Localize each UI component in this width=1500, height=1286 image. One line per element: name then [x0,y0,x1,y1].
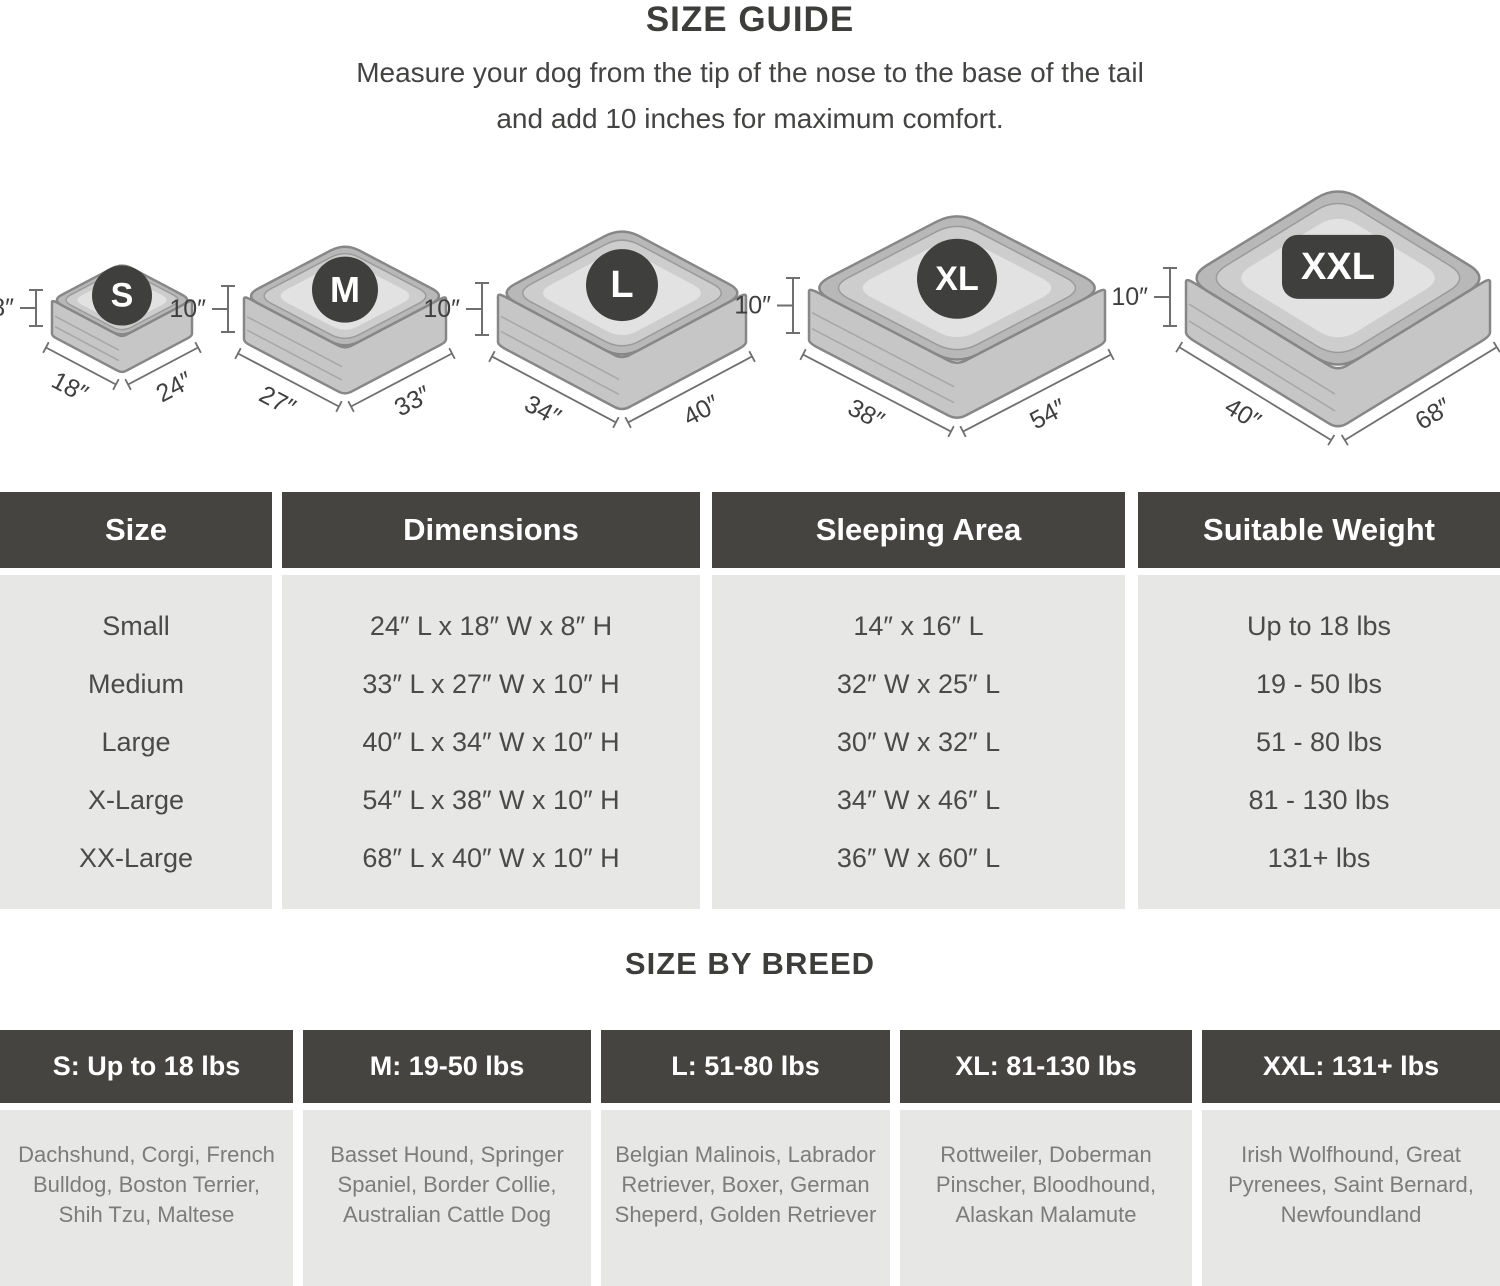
bed-xxl: 10″40″ 68″XXL [1111,190,1500,446]
size-table-cell: 34″ W x 46″ L [836,784,1001,815]
size-table-cell: 51 - 80 lbs [1255,726,1383,757]
bed-size-badge: M [330,269,360,310]
size-table-column: Small Medium Large X-Large XX-Large [0,575,272,909]
breed-list: Dachshund, Corgi, French Bulldog, Boston… [0,1110,293,1286]
breed-list: Rottweiler, Doberman Pinscher, Bloodhoun… [900,1110,1192,1286]
size-table-cell: 32″ W x 25″ L [836,668,1001,699]
size-table-cell: 131+ lbs [1267,842,1371,873]
size-table-cell: 54″ L x 38″ W x 10″ H [362,784,620,815]
size-table-column: Up to 18 lbs 19 - 50 lbs 51 - 80 lbs 81 - 1… [1138,575,1500,909]
bed-height-label: 10″ [1111,283,1148,311]
size-table-header: Suitable Weight [1138,492,1500,568]
size-table-cell: 33″ L x 27″ W x 10″ H [362,668,620,699]
bed-height-label: 10″ [423,295,460,323]
bed-l: 10″34″ 40″L [423,230,756,432]
bed-size-badge: XXL [1301,246,1375,288]
size-table-cell: 36″ W x 60″ L [836,842,1001,873]
bed-size-diagram: 8″18″24″S10″27″33″M10″34″40″L10″38″54″XL… [0,190,1500,446]
bed-height-label: 8″ [0,294,14,322]
breed-table-header: XXL: 131+ lbs [1202,1030,1500,1103]
size-table-cell: Large [101,726,171,757]
size-table-cell: Medium [87,668,185,699]
size-table-cell: 30″ W x 32″ L [836,726,1001,757]
bed-size-badge: L [610,264,633,306]
bed-height-label: 10″ [734,292,771,320]
breed-table-header: S: Up to 18 lbs [0,1030,293,1103]
breed-list: Irish Wolfhound, Great Pyrenees, Saint B… [1202,1110,1500,1286]
breed-list: Basset Hound, Springer Spaniel, Border C… [303,1110,591,1286]
page-title: SIZE GUIDE [645,0,855,39]
size-table-cell: 14″ x 16″ L [853,610,984,641]
size-table-cell: 81 - 130 lbs [1248,784,1390,815]
breed-section-title: SIZE BY BREED [624,946,876,981]
size-table-cell: X-Large [87,784,185,815]
size-table-header: Sleeping Area [712,492,1125,568]
bed-size-badge: S [111,277,134,315]
bed-size-badge: XL [935,260,978,298]
subtitle-line-2: and add 10 inches for maximum comfort. [496,103,1004,134]
size-table-column: 14″ x 16″ L 32″ W x 25″ L 30″ W x 32″ L 34″… [712,575,1125,909]
size-table-cell: 40″ L x 34″ W x 10″ H [362,726,620,757]
size-table-cell: Up to 18 lbs [1246,610,1392,641]
bed-xl: 10″38″ 54″XL [734,215,1115,438]
size-table-header: Size [0,492,272,568]
size-table-cell: 24″ L x 18″ W x 8″ H [369,610,613,641]
size-table-cell: 19 - 50 lbs [1255,668,1383,699]
subtitle-line-1: Measure your dog from the tip of the nos… [356,57,1144,88]
size-table-header: Dimensions [282,492,700,568]
size-table-cell: XX-Large [78,842,194,873]
breed-table-header: M: 19-50 lbs [303,1030,591,1103]
size-table-cell: Small [102,610,170,641]
size-table-cell: 68″ L x 40″ W x 10″ H [362,842,620,873]
bed-s: 8″18″24″S [0,264,202,408]
bed-height-label: 10″ [169,295,206,323]
breed-table-header: XL: 81-130 lbs [900,1030,1192,1103]
size-table-column: 24″ L x 18″ W x 8″ H 33″ L x 27″ W x 10″ … [282,575,700,909]
breed-list: Belgian Malinois, Labrador Retriever, Bo… [601,1110,890,1286]
page-subtitle: Measure your dog from the tip of the nos… [0,50,1500,142]
breed-table-header: L: 51-80 lbs [601,1030,890,1103]
